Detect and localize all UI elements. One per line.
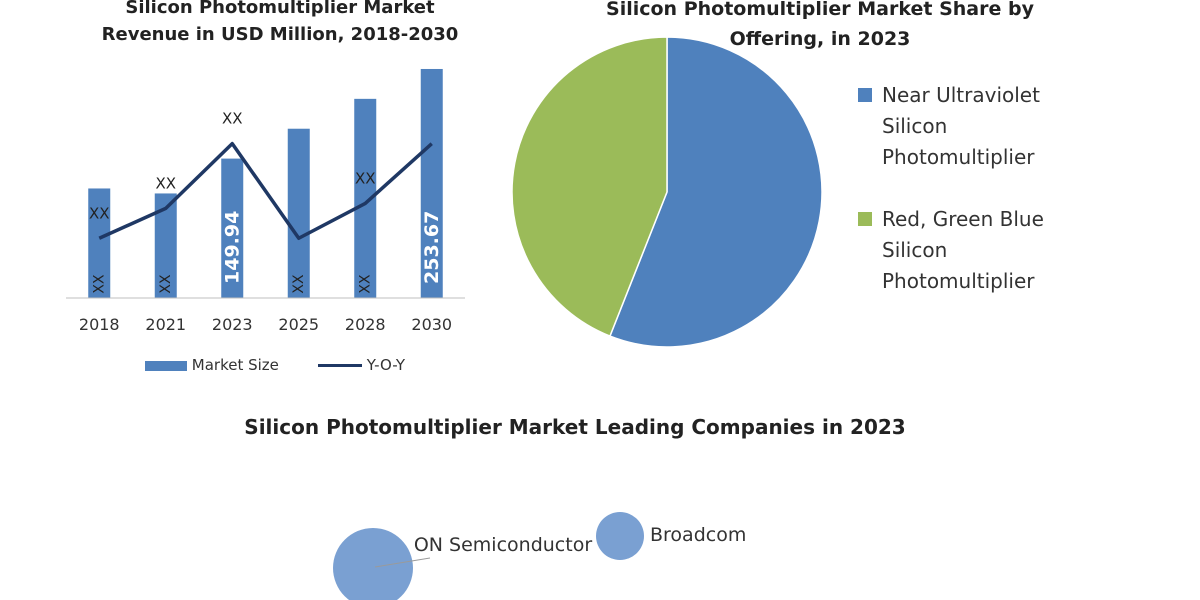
bar-label-2028: XX: [357, 274, 373, 294]
legend-label-yoy: Y-O-Y: [366, 356, 406, 374]
bubble-on-semiconductor: [333, 528, 413, 600]
yoy-label-2018: XX: [89, 204, 110, 222]
bubble-chart-title: Silicon Photomultiplier Market Leading C…: [244, 415, 906, 439]
bar-legend-yoy: Y-O-Y: [318, 356, 405, 374]
x-tick-2021: 2021: [145, 315, 186, 334]
pie-slice-1: [511, 36, 668, 338]
x-tick-2018: 2018: [79, 315, 120, 334]
bar-2018: [88, 188, 111, 298]
legend-label-market-size: Market Size: [191, 356, 279, 374]
bubble-broadcom: [596, 512, 644, 560]
yoy-label-2021: XX: [155, 174, 176, 192]
bar-chart-title: Silicon Photomultiplier Market Revenue i…: [101, 0, 459, 45]
bar-label-2030: 253.67: [421, 211, 443, 284]
bubble-leader-line: [374, 557, 431, 568]
bar-2028: [354, 98, 377, 298]
pie-chart: [511, 36, 823, 348]
legend-swatch-near-ultraviolet: [858, 88, 872, 102]
pie-slice-0: [608, 36, 823, 348]
bar-legend-market-size: Market Size: [145, 356, 279, 374]
bar-2021: [154, 193, 177, 298]
bar-label-2025: XX: [291, 274, 307, 294]
pie-chart-title: Silicon Photomultiplier Market Share by …: [606, 0, 1034, 50]
bubble-label-on-semiconductor: ON Semiconductor: [413, 534, 593, 556]
x-tick-2030: 2030: [411, 315, 452, 334]
bubble-label-broadcom: Broadcom: [650, 524, 747, 546]
bar-label-2018: XX: [91, 274, 107, 294]
bar-label-2023: 149.94: [221, 211, 243, 284]
legend-label-rgb: Red, Green Blue Silicon Photomultiplier: [882, 207, 1044, 293]
yoy-label-2023: XX: [222, 110, 243, 128]
bar-2023: [221, 158, 244, 298]
legend-swatch-rgb: [858, 212, 872, 226]
legend-swatch-yoy: [318, 364, 362, 367]
yoy-line: [98, 141, 433, 241]
yoy-label-2028: XX: [355, 169, 376, 187]
x-tick-2028: 2028: [345, 315, 386, 334]
x-tick-2023: 2023: [212, 315, 253, 334]
bar-chart: XX 2018 XX 2021 149.94 2023 XX 2025 XX 2028 253.67…: [66, 68, 465, 334]
bar-2025: [287, 128, 310, 298]
bar-label-2021: XX: [158, 274, 174, 294]
legend-label-near-ultraviolet: Near Ultraviolet Silicon Photomultiplier: [882, 83, 1040, 169]
bar-2030: [420, 68, 443, 298]
x-tick-2025: 2025: [278, 315, 319, 334]
legend-swatch-market-size: [145, 360, 187, 371]
